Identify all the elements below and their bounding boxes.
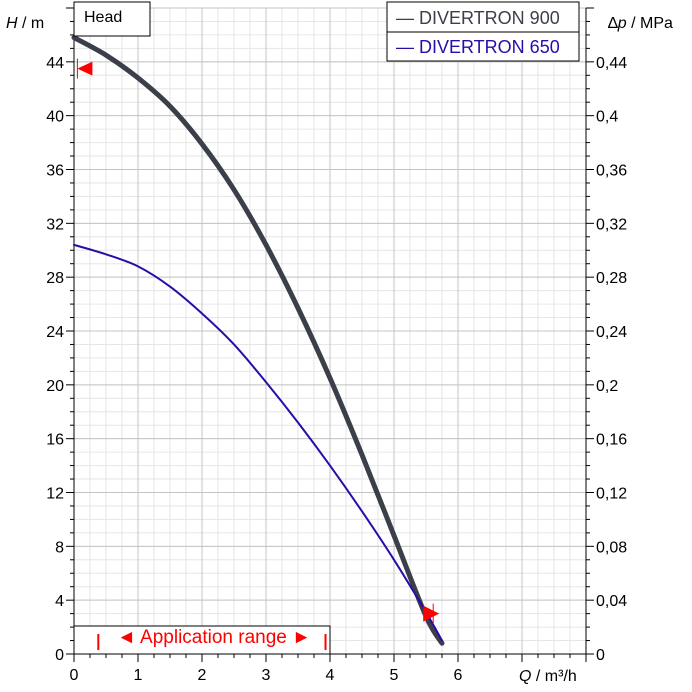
legend-entry-divertron-650: — DIVERTRON 650 xyxy=(396,37,560,57)
y-tick-label: 12 xyxy=(46,486,64,503)
y2-axis-var: p xyxy=(617,15,627,32)
axis-ticks xyxy=(66,7,594,662)
legend: — DIVERTRON 900 — DIVERTRON 650 xyxy=(386,1,580,62)
y2-tick-label: 0 xyxy=(596,647,605,664)
x-tick-label: 5 xyxy=(390,667,399,684)
x-tick-label: 1 xyxy=(134,667,143,684)
x-axis-unit: / m³/h xyxy=(531,668,576,685)
y2-axis-unit: / MPa xyxy=(627,15,673,32)
y-axis-unit: / m xyxy=(18,15,45,32)
range-marker-left xyxy=(77,61,93,76)
y2-tick-label: 0,04 xyxy=(596,593,627,610)
x-tick-label: 6 xyxy=(454,667,463,684)
x-tick-label: 0 xyxy=(70,667,79,684)
y-tick-label: 36 xyxy=(46,163,64,180)
x-tick-label: 3 xyxy=(262,667,271,684)
y2-axis-prefix: ∆ xyxy=(608,15,618,32)
y2-tick-label: 0,08 xyxy=(596,539,627,556)
y-tick-label: 24 xyxy=(46,324,64,341)
chart-title-box: Head xyxy=(73,1,151,37)
application-range-label: ◄ Application range ► xyxy=(117,627,311,648)
x-tick-label: 2 xyxy=(198,667,207,684)
y2-tick-label: 0,36 xyxy=(596,163,627,180)
y2-tick-label: 0,16 xyxy=(596,432,627,449)
chart-title: Head xyxy=(84,9,122,26)
series-line-divertron-650 xyxy=(73,243,443,642)
y2-tick-label: 0,44 xyxy=(596,55,627,72)
x-tick-label: 4 xyxy=(326,667,335,684)
y-axis-var: H xyxy=(6,15,18,32)
y2-axis-title: ∆p / MPa xyxy=(608,15,673,32)
y-tick-label: 44 xyxy=(46,55,64,72)
y-tick-label: 16 xyxy=(46,432,64,449)
y2-tick-label: 0,28 xyxy=(596,270,627,287)
major-grid xyxy=(73,7,587,655)
y-axis-title: H / m xyxy=(6,15,44,32)
tick-labels: 04812162024283236404400,040,080,120,160,… xyxy=(46,55,627,684)
y2-tick-label: 0,32 xyxy=(596,216,627,233)
y-tick-label: 40 xyxy=(46,109,64,126)
y-tick-label: 4 xyxy=(55,593,64,610)
y-tick-label: 20 xyxy=(46,378,64,395)
range-marker-right xyxy=(423,605,440,622)
y-tick-label: 28 xyxy=(46,270,64,287)
series-line-divertron-900 xyxy=(71,35,445,646)
y2-tick-label: 0,12 xyxy=(596,486,627,503)
x-axis-title: Q / m³/h xyxy=(519,668,577,685)
y2-tick-label: 0,24 xyxy=(596,324,627,341)
y-tick-label: 8 xyxy=(55,539,64,556)
x-axis-var: Q xyxy=(519,668,531,685)
legend-entry-divertron-900: — DIVERTRON 900 xyxy=(396,8,560,28)
y-tick-label: 0 xyxy=(55,647,64,664)
y2-tick-label: 0,2 xyxy=(596,378,618,395)
series-lines xyxy=(71,35,445,646)
y-tick-label: 32 xyxy=(46,216,64,233)
y2-tick-label: 0,4 xyxy=(596,109,618,126)
range-markers xyxy=(76,58,440,624)
application-range-box: ◄ Application range ► xyxy=(73,625,331,655)
